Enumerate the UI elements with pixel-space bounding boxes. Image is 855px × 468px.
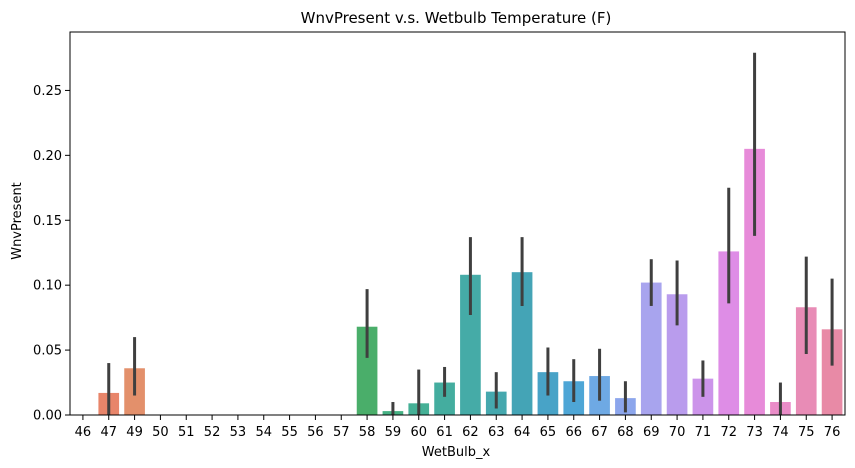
x-tick-label: 73 xyxy=(746,425,763,440)
x-tick-label: 75 xyxy=(798,425,815,440)
x-tick-label: 55 xyxy=(281,425,298,440)
x-tick-label: 56 xyxy=(307,425,324,440)
x-tick-label: 71 xyxy=(695,425,712,440)
x-tick-label: 66 xyxy=(565,425,582,440)
x-tick-label: 61 xyxy=(436,425,453,440)
y-tick-label: 0.20 xyxy=(33,149,62,164)
y-axis-label: WnvPresent xyxy=(10,182,25,260)
x-ticks-layer: 46 47 49 50 51 52 53 54 55 56 57 58 59 60 61 62 63 64 65 66… xyxy=(75,415,841,440)
y-ticks-layer: 0.00 0.05 0.10 0.15 0.20 0.25 xyxy=(33,84,70,424)
x-tick-label: 69 xyxy=(643,425,660,440)
y-tick-label: 0.15 xyxy=(33,214,62,229)
bar-70 xyxy=(666,294,688,415)
x-tick-label: 54 xyxy=(255,425,272,440)
bar-72 xyxy=(718,251,740,415)
x-tick-label: 46 xyxy=(75,425,92,440)
chart-title: WnvPresent v.s. Wetbulb Temperature (F) xyxy=(301,9,612,27)
x-tick-label: 59 xyxy=(385,425,402,440)
y-tick-label: 0.10 xyxy=(33,279,62,294)
axes-layer xyxy=(69,31,846,416)
bar-62 xyxy=(460,274,481,415)
bar-76 xyxy=(821,329,843,415)
x-tick-label: 64 xyxy=(514,425,531,440)
y-tick-label: 0.00 xyxy=(33,409,62,424)
bar-61 xyxy=(434,382,455,415)
x-tick-label: 62 xyxy=(462,425,479,440)
x-tick-label: 60 xyxy=(410,425,427,440)
x-tick-label: 47 xyxy=(100,425,117,440)
x-tick-label: 68 xyxy=(617,425,634,440)
y-tick-label: 0.25 xyxy=(33,84,62,99)
x-tick-label: 63 xyxy=(488,425,505,440)
x-tick-label: 53 xyxy=(230,425,247,440)
x-tick-label: 57 xyxy=(333,425,350,440)
x-tick-label: 65 xyxy=(540,425,557,440)
bar-75 xyxy=(795,307,817,415)
x-tick-label: 50 xyxy=(152,425,169,440)
x-axis-label: WetBulb_x xyxy=(422,445,491,460)
x-tick-label: 52 xyxy=(204,425,221,440)
y-tick-label: 0.05 xyxy=(33,344,62,359)
bar-69 xyxy=(640,282,662,415)
x-tick-label: 70 xyxy=(669,425,686,440)
bar-58 xyxy=(356,326,378,415)
x-tick-label: 76 xyxy=(824,425,841,440)
x-tick-label: 74 xyxy=(772,425,789,440)
x-tick-label: 67 xyxy=(591,425,608,440)
bar-73 xyxy=(744,148,765,415)
error-bars-layer xyxy=(107,52,834,415)
plot-frame xyxy=(69,31,846,416)
bar-64 xyxy=(511,272,533,415)
x-tick-label: 58 xyxy=(359,425,376,440)
x-tick-label: 49 xyxy=(126,425,143,440)
x-tick-label: 51 xyxy=(178,425,195,440)
x-tick-label: 72 xyxy=(720,425,737,440)
